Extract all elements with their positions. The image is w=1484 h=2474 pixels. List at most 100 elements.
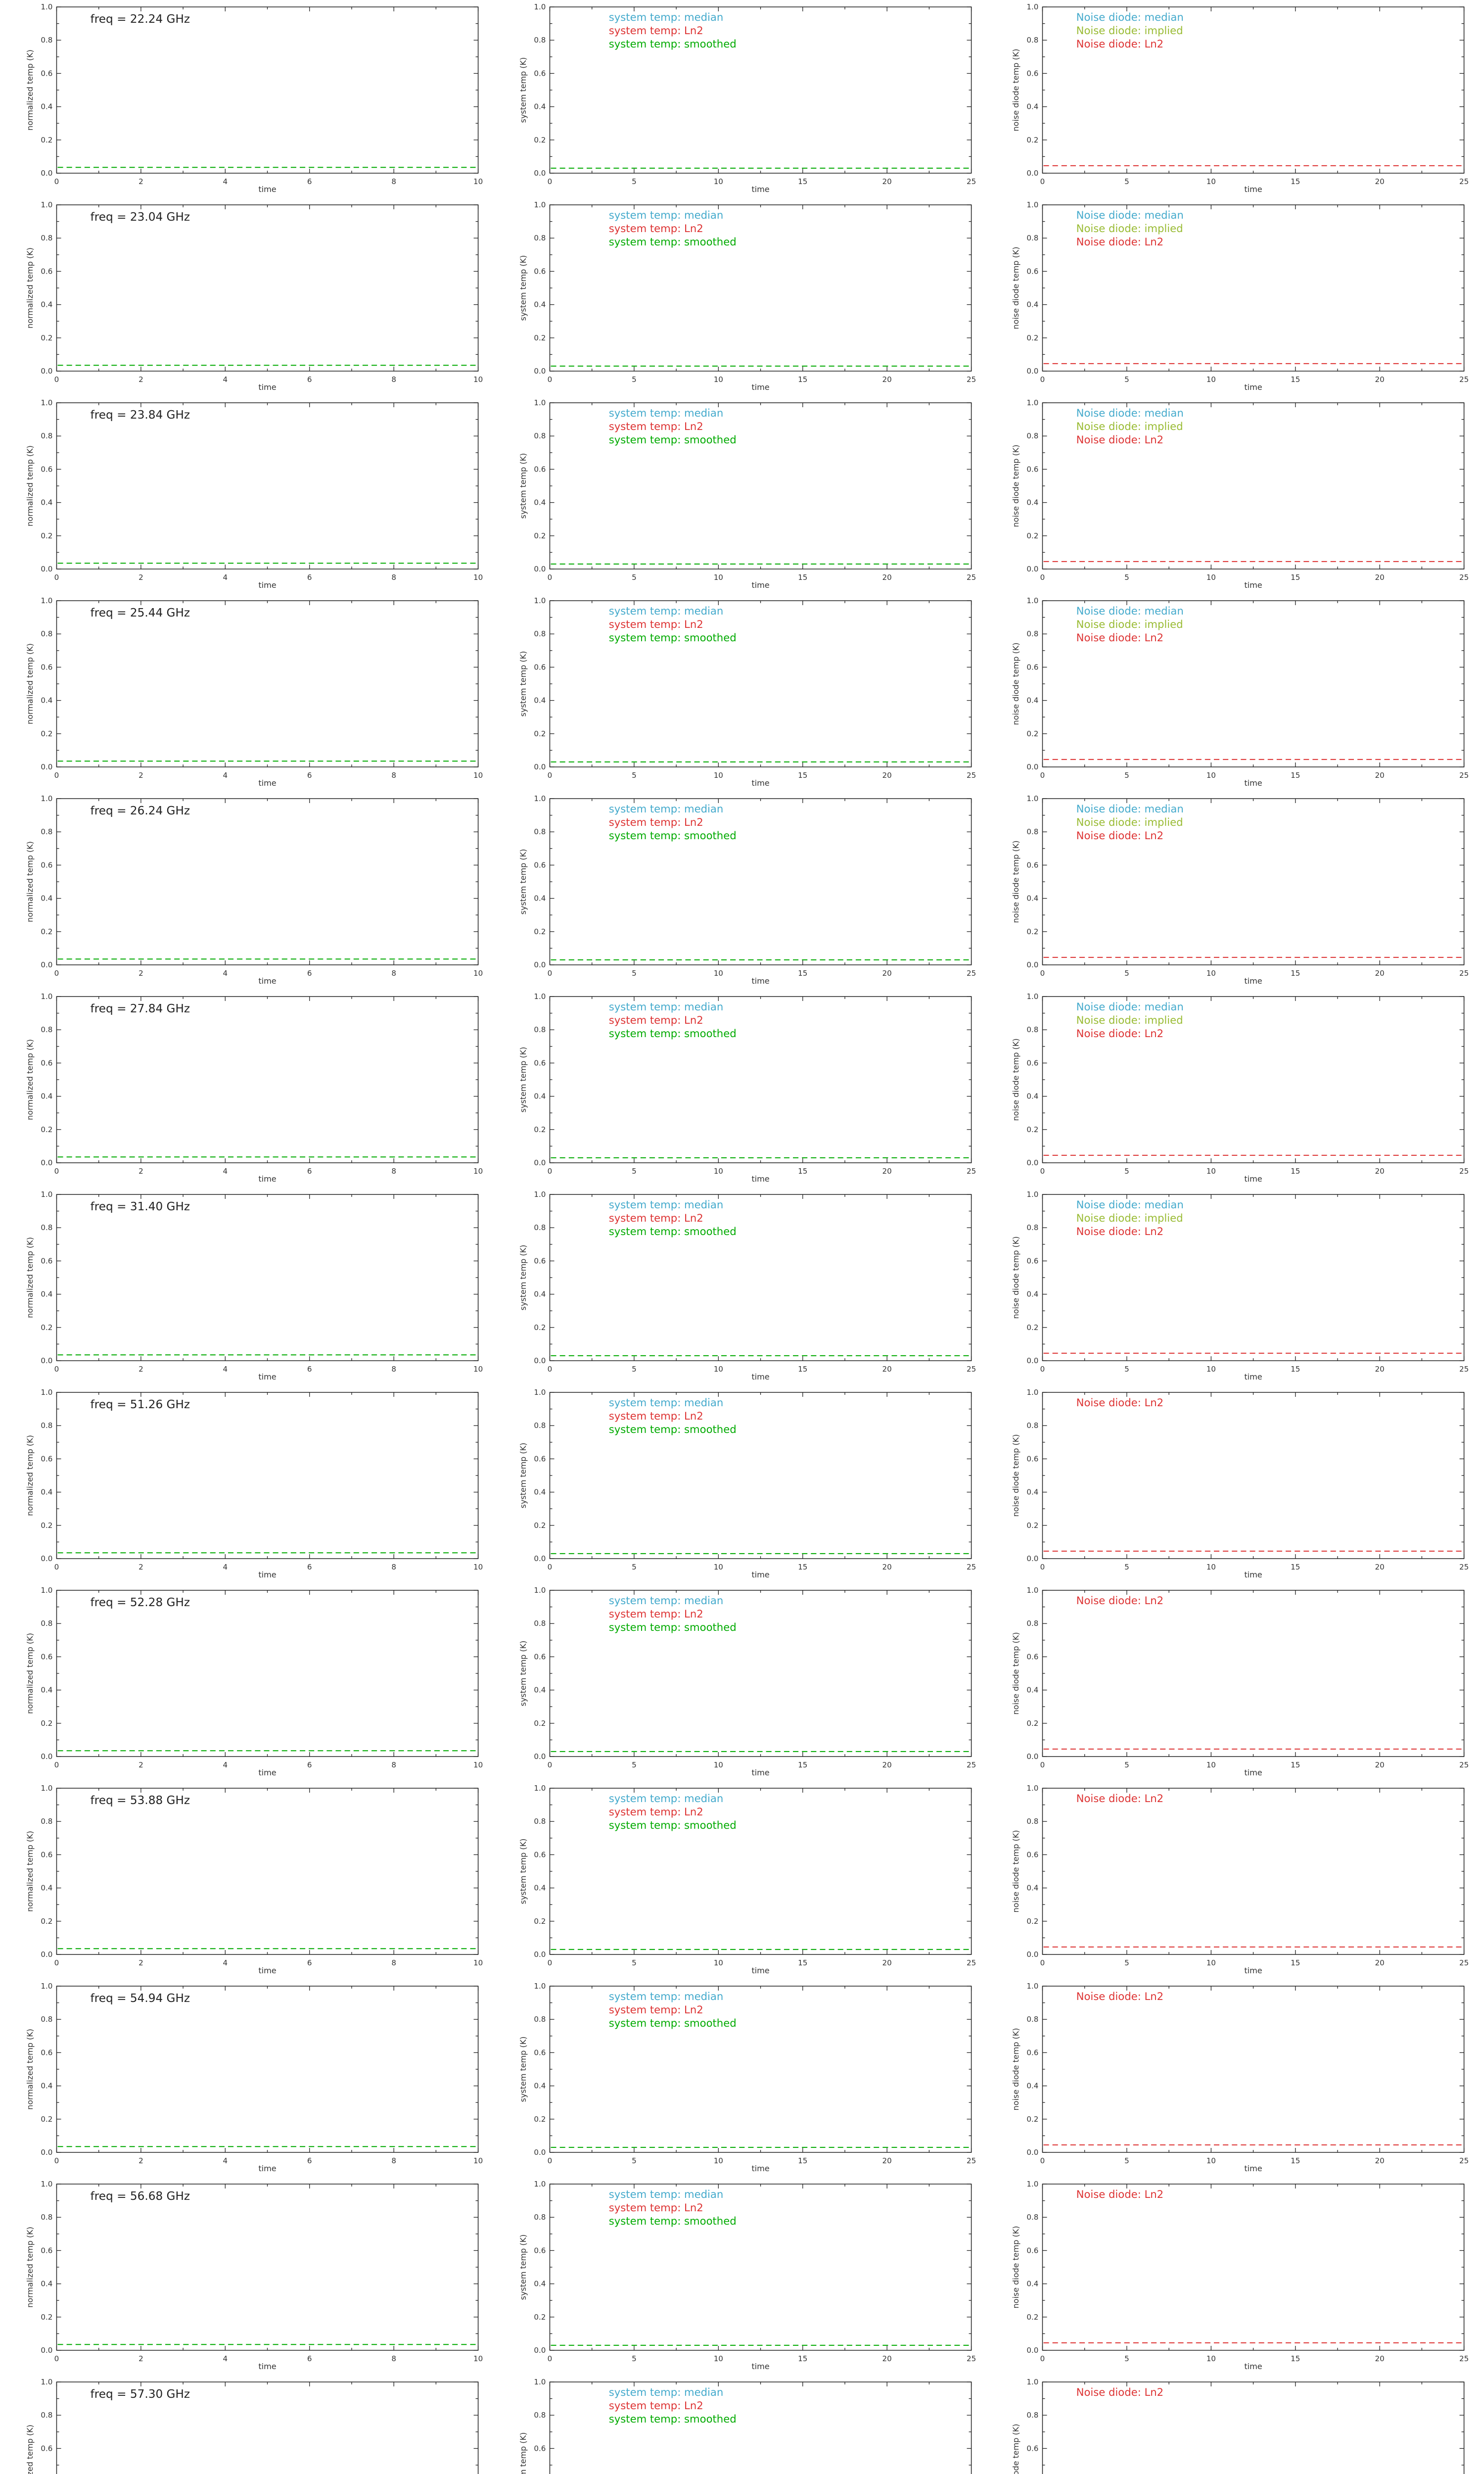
svg-text:5: 5 [632, 2354, 637, 2363]
svg-text:8: 8 [391, 1563, 396, 1571]
plot-row: 0 2 4 6 8 10 0.0 0.2 0.4 0.6 0.8 1.0 time normalized … [25, 396, 1469, 594]
svg-text:0.4: 0.4 [534, 1092, 546, 1101]
svg-text:25: 25 [1459, 1563, 1469, 1571]
svg-text:20: 20 [1375, 969, 1385, 978]
svg-text:0: 0 [54, 771, 59, 780]
svg-text:1.0: 1.0 [1027, 1190, 1039, 1199]
svg-text:8: 8 [391, 2354, 396, 2363]
svg-text:6: 6 [307, 1760, 312, 1769]
svg-text:0.8: 0.8 [534, 2213, 546, 2222]
svg-text:0.6: 0.6 [41, 1652, 52, 1661]
svg-text:0.2: 0.2 [41, 333, 52, 342]
system-temp-plot: 0 5 10 15 20 25 0.0 0.2 0.4 0.6 0.8 1.0 time system t… [518, 1585, 976, 1779]
svg-text:0: 0 [54, 573, 59, 582]
svg-text:0.8: 0.8 [41, 827, 52, 836]
svg-text:15: 15 [798, 375, 807, 384]
svg-text:0.8: 0.8 [41, 1223, 52, 1232]
svg-text:0.8: 0.8 [534, 234, 546, 242]
svg-text:1.0: 1.0 [1027, 596, 1039, 605]
legend-entry: system temp: smoothed [608, 1621, 736, 1633]
legend-entry: system temp: Ln2 [608, 1410, 703, 1422]
svg-text:2: 2 [139, 1563, 143, 1571]
svg-text:0.6: 0.6 [534, 1454, 546, 1463]
svg-text:1.0: 1.0 [41, 794, 52, 803]
svg-text:0.2: 0.2 [1027, 2115, 1039, 2124]
svg-text:6: 6 [307, 1365, 312, 1374]
svg-text:0.4: 0.4 [41, 1884, 52, 1893]
svg-text:2: 2 [139, 1760, 143, 1769]
svg-text:system temp (K): system temp (K) [518, 1641, 528, 1707]
plot-svg: 0 5 10 15 20 25 0.0 0.2 0.4 0.6 0.8 1.0 time noise di… [1011, 200, 1469, 392]
svg-text:1.0: 1.0 [41, 1982, 52, 1991]
svg-text:0: 0 [547, 375, 552, 384]
freq-label: freq = 57.30 GHz [91, 2388, 190, 2401]
svg-text:time: time [1245, 382, 1263, 392]
plot-svg: 0 5 10 15 20 25 0.0 0.2 0.4 0.6 0.8 1.0 time system t… [518, 1388, 976, 1579]
svg-text:time: time [1245, 778, 1263, 788]
svg-text:10: 10 [713, 2354, 723, 2363]
svg-text:time: time [258, 1768, 277, 1777]
svg-text:0.4: 0.4 [41, 102, 52, 111]
plot-svg: 0 5 10 15 20 25 0.0 0.2 0.4 0.6 0.8 1.0 time noise di… [1011, 992, 1469, 1184]
svg-text:0.2: 0.2 [1027, 136, 1039, 144]
svg-text:time: time [258, 2164, 277, 2173]
svg-text:noise diode temp (K): noise diode temp (K) [1011, 841, 1020, 923]
svg-text:6: 6 [307, 771, 312, 780]
svg-text:20: 20 [1375, 375, 1385, 384]
svg-text:15: 15 [798, 2354, 807, 2363]
svg-text:system temp (K): system temp (K) [518, 1839, 528, 1904]
svg-text:1.0: 1.0 [1027, 1586, 1039, 1595]
svg-text:25: 25 [967, 375, 976, 384]
system-temp-plot: 0 5 10 15 20 25 0.0 0.2 0.4 0.6 0.8 1.0 time system t… [518, 1189, 976, 1383]
svg-text:10: 10 [713, 2156, 723, 2165]
svg-text:10: 10 [713, 771, 723, 780]
svg-text:system temp (K): system temp (K) [518, 651, 528, 717]
svg-text:normalized temp (K): normalized temp (K) [25, 1237, 35, 1318]
svg-text:time: time [1245, 1372, 1263, 1381]
normalized-temp-plot: 0 2 4 6 8 10 0.0 0.2 0.4 0.6 0.8 1.0 time normalized … [25, 596, 483, 790]
normalized-temp-plot: 0 2 4 6 8 10 0.0 0.2 0.4 0.6 0.8 1.0 time normalized … [25, 2, 483, 196]
svg-text:2: 2 [139, 573, 143, 582]
legend-entry: system temp: smoothed [608, 433, 736, 446]
legend-entry: Noise diode: implied [1076, 420, 1183, 432]
svg-text:0.6: 0.6 [534, 2048, 546, 2057]
freq-label: freq = 31.40 GHz [91, 1200, 190, 1213]
svg-text:0: 0 [54, 1760, 59, 1769]
svg-text:1.0: 1.0 [1027, 200, 1039, 209]
legend-entry: Noise diode: implied [1076, 1212, 1183, 1224]
plot-svg: 0 5 10 15 20 25 0.0 0.2 0.4 0.6 0.8 1.0 time noise di… [1011, 1388, 1469, 1579]
svg-text:20: 20 [1375, 1167, 1385, 1176]
plot-row: 0 2 4 6 8 10 0.0 0.2 0.4 0.6 0.8 1.0 time normalized … [25, 1385, 1469, 1583]
plot-svg: 0 2 4 6 8 10 0.0 0.2 0.4 0.6 0.8 1.0 time normalized … [25, 200, 483, 392]
svg-text:0.4: 0.4 [1027, 1488, 1039, 1497]
svg-text:0.4: 0.4 [534, 102, 546, 111]
plot-svg: 0 5 10 15 20 25 0.0 0.2 0.4 0.6 0.8 1.0 time system t… [518, 992, 976, 1184]
system-temp-plot: 0 5 10 15 20 25 0.0 0.2 0.4 0.6 0.8 1.0 time system t… [518, 596, 976, 790]
legend-entry: Noise diode: implied [1076, 222, 1183, 235]
svg-text:20: 20 [882, 1760, 891, 1769]
svg-text:normalized temp (K): normalized temp (K) [25, 643, 35, 724]
svg-text:6: 6 [307, 2354, 312, 2363]
svg-text:4: 4 [223, 1365, 228, 1374]
svg-text:20: 20 [1375, 1760, 1385, 1769]
system-temp-plot: 0 5 10 15 20 25 0.0 0.2 0.4 0.6 0.8 1.0 time system t… [518, 992, 976, 1186]
svg-text:0.0: 0.0 [41, 762, 52, 771]
normalized-temp-plot: 0 2 4 6 8 10 0.0 0.2 0.4 0.6 0.8 1.0 time normalized … [25, 1783, 483, 1977]
svg-text:1.0: 1.0 [534, 1388, 546, 1397]
normalized-temp-plot: 0 2 4 6 8 10 0.0 0.2 0.4 0.6 0.8 1.0 time normalized … [25, 1387, 483, 1581]
svg-text:1.0: 1.0 [41, 1586, 52, 1595]
plot-svg: 0 5 10 15 20 25 0.0 0.2 0.4 0.6 0.8 1.0 time noise di… [1011, 1784, 1469, 1975]
svg-text:0.4: 0.4 [1027, 1686, 1039, 1695]
svg-text:0.6: 0.6 [41, 2444, 52, 2453]
freq-label: freq = 27.84 GHz [91, 1002, 190, 1015]
svg-text:normalized temp (K): normalized temp (K) [25, 2029, 35, 2110]
svg-text:5: 5 [632, 1760, 637, 1769]
svg-text:15: 15 [1291, 1563, 1300, 1571]
svg-text:0.4: 0.4 [1027, 696, 1039, 705]
legend-entry: system temp: smoothed [608, 236, 736, 248]
svg-text:8: 8 [391, 2156, 396, 2165]
svg-text:0.6: 0.6 [41, 267, 52, 276]
plot-svg: 0 5 10 15 20 25 0.0 0.2 0.4 0.6 0.8 1.0 time system t… [518, 1982, 976, 2173]
